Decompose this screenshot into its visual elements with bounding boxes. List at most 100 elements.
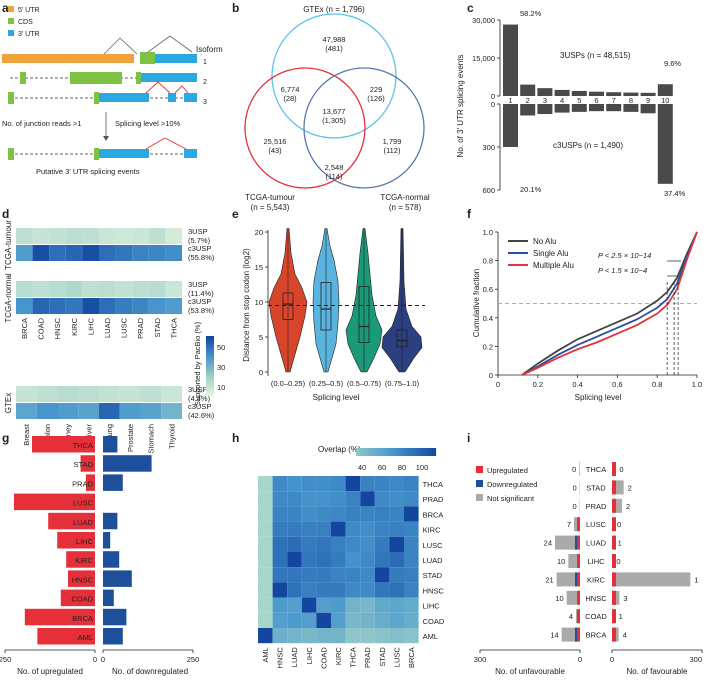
- colorbar-segment: [394, 448, 397, 456]
- y-tick-label: 15: [255, 263, 263, 272]
- region-count: 47,988: [323, 35, 346, 44]
- bar-upregulated: [37, 628, 95, 645]
- tumour-n: (n = 5,543): [251, 203, 290, 212]
- column-label: Stomach: [147, 424, 156, 454]
- heatmap-cell: [287, 476, 302, 492]
- y-tick-label: 15,000: [472, 54, 495, 63]
- heatmap-cell: [49, 245, 66, 261]
- colorbar-segment: [406, 448, 409, 456]
- bar-c3usp: [640, 104, 656, 114]
- gtex-label: GTEx (n = 1,796): [303, 5, 365, 14]
- heatmap-cell: [32, 228, 50, 244]
- heatmap-cell: [78, 403, 99, 419]
- colorbar-segment: [422, 448, 425, 456]
- p-value: P < 1.5 × 10−4: [598, 266, 647, 275]
- row-label: c3USP: [188, 297, 211, 306]
- heatmap-cell: [161, 403, 182, 419]
- colorbar-tick: 60: [378, 463, 386, 472]
- heatmap-cell: [404, 552, 419, 568]
- heatmap-cell: [301, 597, 317, 613]
- heatmap-cell: [287, 628, 302, 644]
- column-label: BRCA: [407, 647, 416, 668]
- heatmap-cell: [374, 567, 390, 583]
- region-subcount: (1,305): [322, 116, 346, 125]
- heatmap-cell: [258, 536, 273, 552]
- heatmap-cell: [316, 536, 331, 552]
- colorbar-segment: [206, 366, 214, 369]
- heatmap-cell: [82, 298, 99, 314]
- utr3-block: [184, 149, 197, 158]
- bar-upregulated: [612, 627, 616, 642]
- heatmap-cell: [345, 612, 361, 628]
- bar-upregulated: [577, 572, 580, 587]
- category-label: LUAD: [586, 539, 607, 548]
- cds-block: [94, 148, 99, 160]
- colorbar-tick: 50: [217, 343, 225, 352]
- bar-upregulated: [80, 455, 95, 472]
- bar-upregulated: [612, 554, 616, 568]
- colorbar-segment: [386, 448, 389, 456]
- heatmap-cell: [287, 521, 302, 537]
- row-label: c3USP: [188, 244, 211, 253]
- heatmap-cell: [148, 298, 166, 314]
- x-tick-label: 0: [578, 655, 582, 664]
- x-tick-label: 0.4: [572, 380, 582, 389]
- heatmap-cell: [272, 612, 288, 628]
- heatmap-cell: [301, 536, 317, 552]
- x-axis-title: No. of upregulated: [17, 667, 83, 676]
- colorbar-tick: 100: [416, 463, 429, 472]
- x-axis-title: Splicing level: [575, 393, 622, 402]
- legend-swatch: [8, 30, 14, 36]
- bar-downregulated: [103, 608, 127, 626]
- colorbar-segment: [434, 448, 437, 456]
- bar-upregulated: [66, 551, 95, 568]
- x-tick-label: 0: [610, 655, 614, 664]
- utr3-block: [99, 93, 149, 102]
- x-tick-label: 5: [577, 96, 581, 105]
- heatmap-cell: [287, 536, 302, 552]
- bar-3usp: [520, 84, 536, 96]
- colorbar-segment: [206, 394, 214, 397]
- row-label: THCA: [423, 480, 443, 489]
- column-label: LUAD: [103, 317, 112, 338]
- region-count: 2,548: [325, 163, 344, 172]
- row-percent: (55.8%): [188, 253, 215, 262]
- bar-upregulated: [612, 517, 616, 532]
- colorbar-segment: [206, 378, 214, 381]
- heatmap-cell: [16, 298, 33, 314]
- column-label: HNSC: [276, 647, 285, 669]
- x-tick-label: 1: [508, 96, 512, 105]
- heatmap-cell: [331, 612, 346, 628]
- bar-upregulated: [612, 498, 616, 513]
- bar-3usp: [571, 90, 587, 96]
- bar-c3usp: [537, 104, 553, 115]
- isoform-number: 3: [203, 99, 207, 106]
- bar-c3usp: [657, 104, 673, 184]
- region-count: 25,516: [264, 137, 287, 146]
- heatmap-cell: [331, 491, 346, 507]
- x-tick-label: 10: [661, 96, 669, 105]
- heatmap-cell: [360, 612, 375, 628]
- heatmap-cell: [132, 245, 149, 261]
- row-label: KIRC: [423, 526, 442, 535]
- heatmap-cell: [316, 597, 331, 613]
- colorbar-segment: [358, 448, 361, 456]
- x-tick-label: 9: [646, 96, 650, 105]
- colorbar-segment: [432, 448, 435, 456]
- column-label: LUSC: [120, 317, 129, 338]
- bar-downregulated: [103, 512, 118, 530]
- heatmap-cell: [272, 582, 288, 598]
- box: [358, 286, 370, 344]
- bar-downregulated: [103, 570, 132, 587]
- heatmap-cell: [258, 552, 273, 568]
- category-label: THCA: [586, 465, 606, 474]
- heatmap-cell: [99, 281, 116, 297]
- bar-downregulated: [575, 572, 577, 587]
- heatmap-cell: [360, 536, 375, 552]
- value-label: 0: [572, 465, 576, 474]
- heatmap-cell: [389, 567, 404, 583]
- heatmap-cell: [301, 612, 317, 628]
- colorbar-segment: [356, 448, 359, 456]
- heatmap-cell: [374, 491, 390, 507]
- panel-letter: a: [2, 1, 9, 15]
